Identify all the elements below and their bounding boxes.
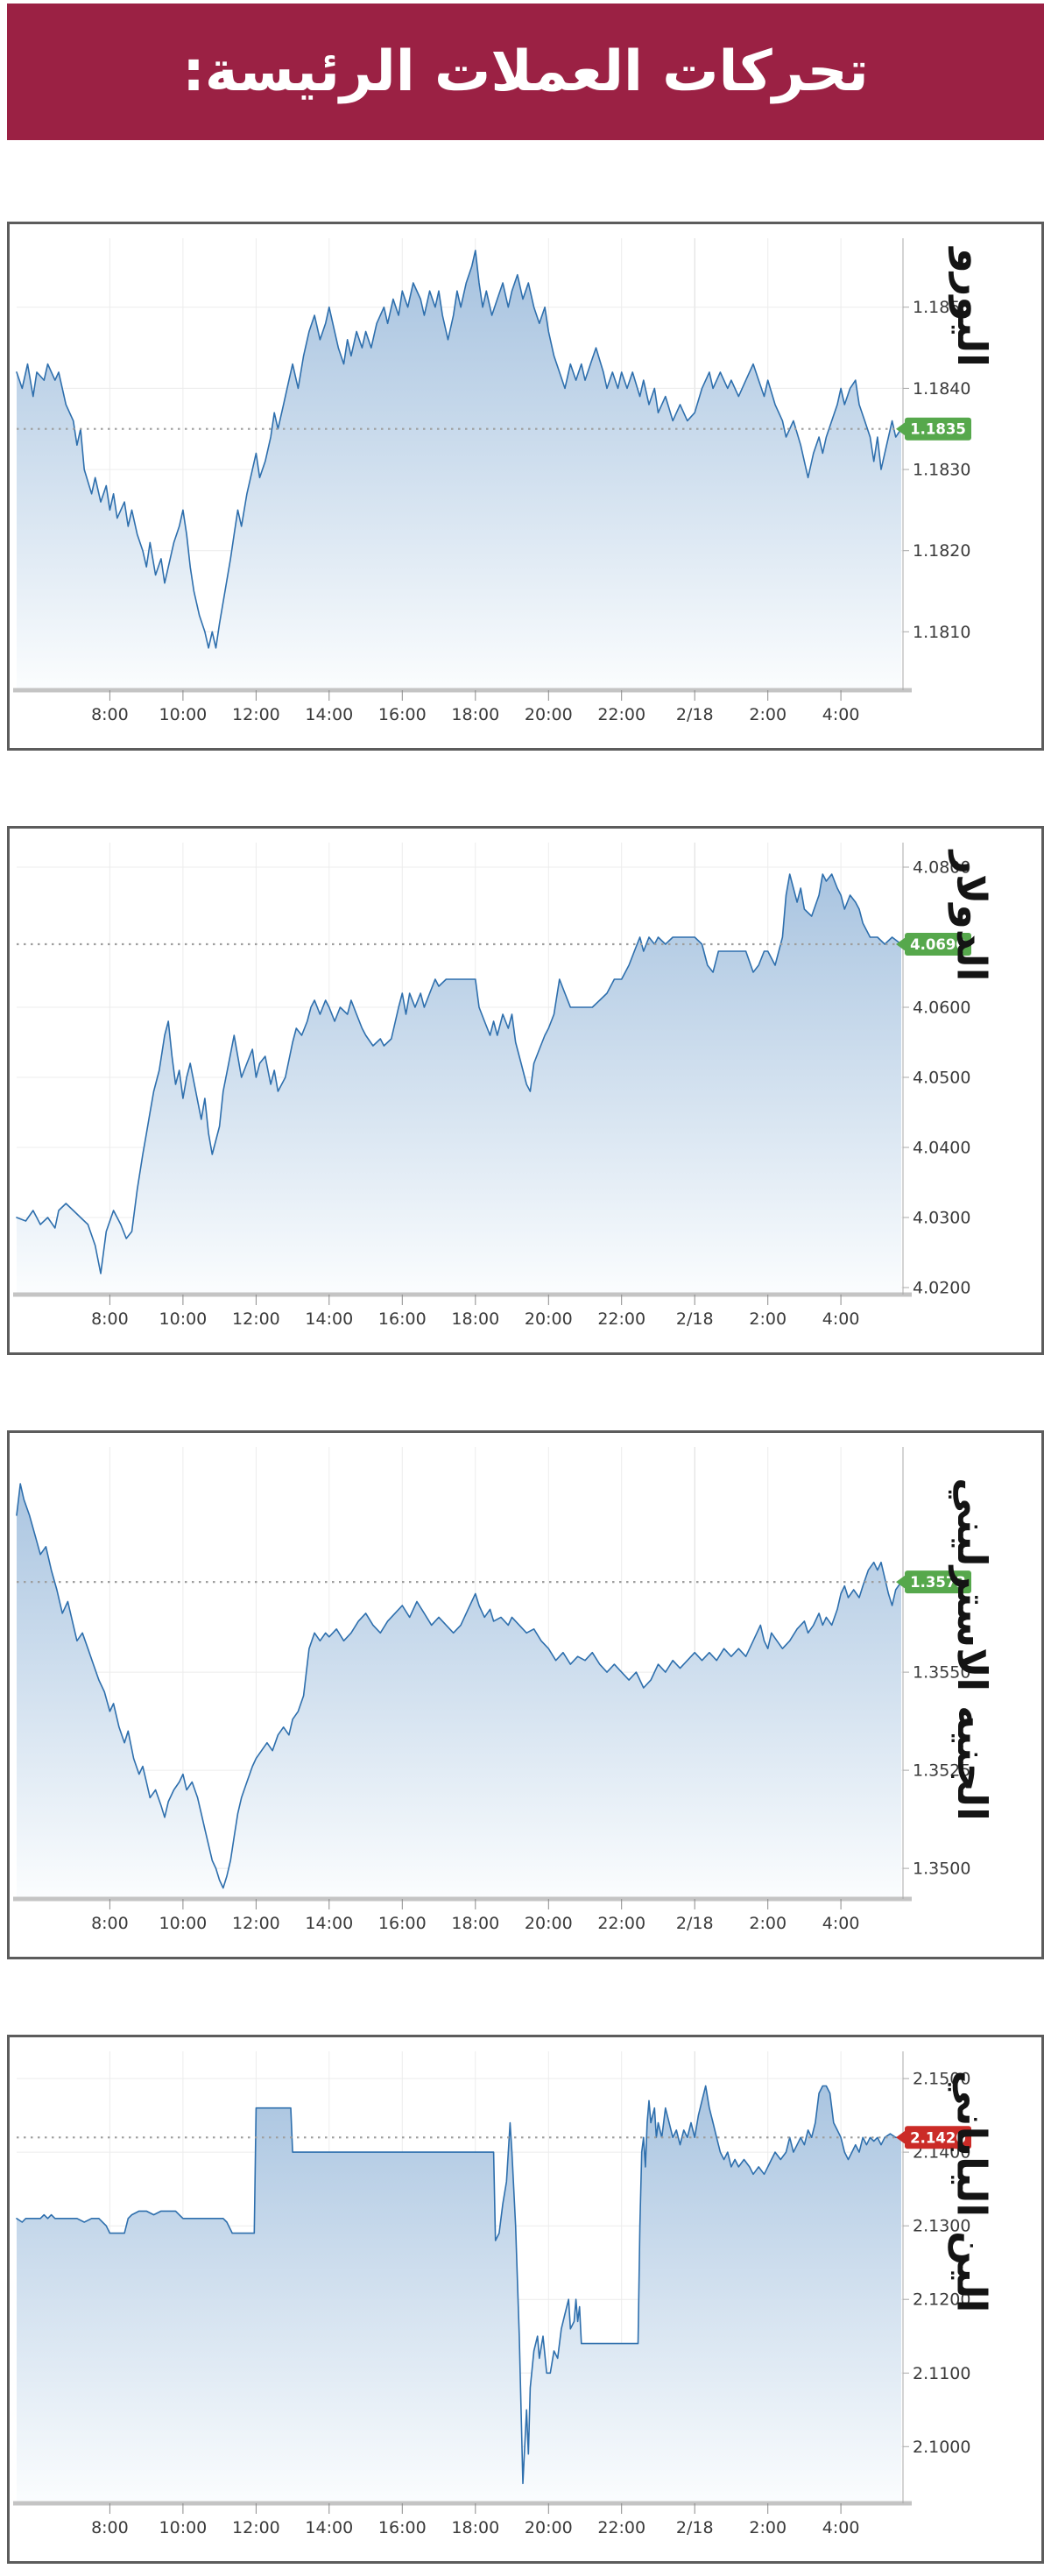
svg-text:4:00: 4:00 xyxy=(822,1309,860,1329)
svg-text:8:00: 8:00 xyxy=(91,1309,129,1329)
svg-text:1.1810: 1.1810 xyxy=(913,623,970,642)
svg-text:2.1300: 2.1300 xyxy=(913,2217,970,2236)
svg-text:4.0690: 4.0690 xyxy=(910,936,966,953)
svg-text:2/18: 2/18 xyxy=(676,705,714,724)
dollar-chart: 8:00 10:00 12:00 14:00 16:00 18:00 20:00 22:00 2… xyxy=(13,843,971,1329)
svg-text:4.0500: 4.0500 xyxy=(913,1069,970,1088)
svg-text:22:00: 22:00 xyxy=(597,1914,645,1933)
svg-text:12:00: 12:00 xyxy=(232,1914,280,1933)
svg-text:4.0600: 4.0600 xyxy=(913,999,970,1018)
svg-text:14:00: 14:00 xyxy=(305,2518,353,2537)
svg-text:4.0200: 4.0200 xyxy=(913,1279,970,1298)
svg-text:2.1500: 2.1500 xyxy=(913,2070,970,2089)
svg-text:16:00: 16:00 xyxy=(378,1309,427,1329)
svg-text:16:00: 16:00 xyxy=(378,705,427,724)
svg-text:2:00: 2:00 xyxy=(749,705,786,724)
svg-text:16:00: 16:00 xyxy=(378,1914,427,1933)
japanese-yen-chart: 8:00 10:00 12:00 14:00 16:00 18:00 20:00 22:00 2… xyxy=(13,2051,971,2537)
japanese-yen-chart-panel: 8:00 10:00 12:00 14:00 16:00 18:00 20:00 22:00 2… xyxy=(7,2035,1044,2564)
svg-text:1.1840: 1.1840 xyxy=(913,379,970,399)
svg-text:4.0300: 4.0300 xyxy=(913,1209,970,1228)
svg-text:20:00: 20:00 xyxy=(525,1309,573,1329)
svg-text:10:00: 10:00 xyxy=(159,1914,208,1933)
svg-text:22:00: 22:00 xyxy=(597,705,645,724)
pound-sterling-chart: 8:00 10:00 12:00 14:00 16:00 18:00 20:00 22:00 2… xyxy=(13,1447,971,1933)
svg-text:2:00: 2:00 xyxy=(749,2518,786,2537)
svg-text:14:00: 14:00 xyxy=(305,705,353,724)
svg-text:4:00: 4:00 xyxy=(822,1914,860,1933)
euro-chart-panel: 8:00 10:00 12:00 14:00 16:00 18:00 20:00 22:00 2… xyxy=(7,222,1044,751)
svg-text:2/18: 2/18 xyxy=(676,2518,714,2537)
svg-text:20:00: 20:00 xyxy=(525,2518,573,2537)
dollar-chart-panel: 8:00 10:00 12:00 14:00 16:00 18:00 20:00 22:00 2… xyxy=(7,826,1044,1355)
svg-text:20:00: 20:00 xyxy=(525,1914,573,1933)
svg-text:4.0800: 4.0800 xyxy=(913,858,970,878)
svg-text:1.1830: 1.1830 xyxy=(913,461,970,480)
svg-text:4:00: 4:00 xyxy=(822,2518,860,2537)
svg-text:1.3573: 1.3573 xyxy=(910,1574,966,1591)
svg-text:20:00: 20:00 xyxy=(525,705,573,724)
svg-text:14:00: 14:00 xyxy=(305,1309,353,1329)
svg-text:18:00: 18:00 xyxy=(451,705,499,724)
svg-text:4.0400: 4.0400 xyxy=(913,1139,970,1158)
svg-text:2.1200: 2.1200 xyxy=(913,2290,970,2310)
svg-text:1.1835: 1.1835 xyxy=(910,421,966,438)
svg-text:2.1000: 2.1000 xyxy=(913,2438,970,2457)
svg-text:1.1850: 1.1850 xyxy=(913,298,970,317)
svg-text:18:00: 18:00 xyxy=(451,2518,499,2537)
pound-sterling-chart-panel: 8:00 10:00 12:00 14:00 16:00 18:00 20:00 22:00 2… xyxy=(7,1430,1044,1959)
svg-text:8:00: 8:00 xyxy=(91,2518,129,2537)
svg-text:12:00: 12:00 xyxy=(232,705,280,724)
svg-text:1.3525: 1.3525 xyxy=(913,1761,970,1781)
svg-text:22:00: 22:00 xyxy=(597,1309,645,1329)
svg-text:16:00: 16:00 xyxy=(378,2518,427,2537)
euro-chart: 8:00 10:00 12:00 14:00 16:00 18:00 20:00 22:00 2… xyxy=(13,238,971,724)
svg-text:2.1100: 2.1100 xyxy=(913,2364,970,2383)
svg-text:12:00: 12:00 xyxy=(232,2518,280,2537)
svg-text:2/18: 2/18 xyxy=(676,1309,714,1329)
svg-text:10:00: 10:00 xyxy=(159,2518,208,2537)
svg-text:10:00: 10:00 xyxy=(159,705,208,724)
svg-text:18:00: 18:00 xyxy=(451,1309,499,1329)
svg-text:2:00: 2:00 xyxy=(749,1914,786,1933)
svg-text:18:00: 18:00 xyxy=(451,1914,499,1933)
svg-text:4:00: 4:00 xyxy=(822,705,860,724)
svg-text:10:00: 10:00 xyxy=(159,1309,208,1329)
svg-text:22:00: 22:00 xyxy=(597,2518,645,2537)
svg-text:12:00: 12:00 xyxy=(232,1309,280,1329)
svg-text:1.3500: 1.3500 xyxy=(913,1860,970,1879)
svg-text:2/18: 2/18 xyxy=(676,1914,714,1933)
svg-text:14:00: 14:00 xyxy=(305,1914,353,1933)
svg-text:2.1420: 2.1420 xyxy=(910,2129,966,2146)
svg-text:1.3550: 1.3550 xyxy=(913,1663,970,1683)
page-title: تحركات العملات الرئيسة: xyxy=(182,39,869,104)
title-banner: تحركات العملات الرئيسة: xyxy=(7,4,1044,140)
svg-text:1.1820: 1.1820 xyxy=(913,541,970,561)
svg-text:8:00: 8:00 xyxy=(91,705,129,724)
svg-text:8:00: 8:00 xyxy=(91,1914,129,1933)
svg-text:2:00: 2:00 xyxy=(749,1309,786,1329)
